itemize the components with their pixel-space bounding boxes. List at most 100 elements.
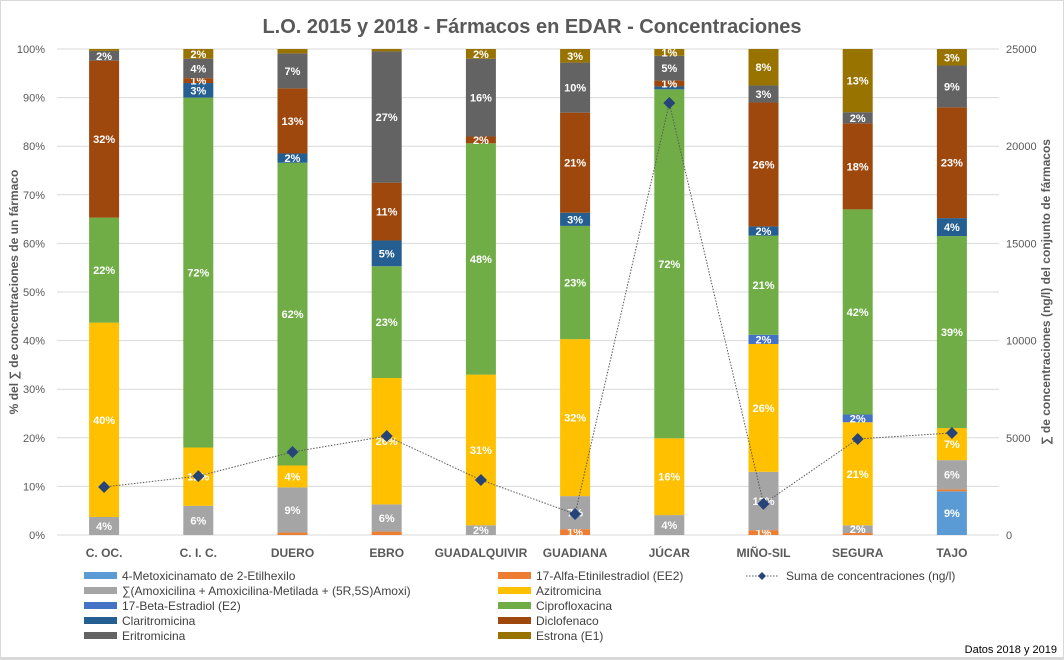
category-label: TAJO bbox=[936, 546, 967, 560]
y-axis-title: % del ∑ de concentraciones de un fármaco bbox=[7, 170, 21, 415]
data-label: 4% bbox=[661, 520, 677, 532]
data-label: 13% bbox=[847, 76, 869, 88]
data-label: 7% bbox=[285, 66, 301, 78]
bar-segment bbox=[842, 533, 873, 535]
data-label: 11% bbox=[376, 207, 398, 219]
data-label: 10% bbox=[564, 83, 586, 95]
bar-segment bbox=[654, 438, 685, 516]
bar-segment bbox=[277, 465, 308, 488]
bar-segment bbox=[183, 49, 214, 59]
data-label: 4% bbox=[285, 471, 301, 483]
data-label: 6% bbox=[944, 470, 960, 482]
data-label: 23% bbox=[564, 278, 586, 290]
data-label: 4% bbox=[96, 521, 112, 533]
line-series bbox=[104, 102, 952, 515]
legend-label: Ciprofloxacina bbox=[536, 599, 612, 613]
data-label: 4% bbox=[190, 63, 206, 75]
bar-segment bbox=[654, 515, 685, 535]
bar-segment bbox=[748, 530, 779, 535]
legend-swatch bbox=[84, 587, 117, 594]
data-label: 72% bbox=[658, 259, 680, 271]
bar-segment bbox=[89, 50, 120, 61]
y-tick-label: 50% bbox=[23, 287, 45, 299]
bar-segment bbox=[748, 49, 779, 86]
data-label: 3% bbox=[567, 214, 583, 226]
bar-segment bbox=[277, 53, 308, 89]
y2-tick-label: 10000 bbox=[1006, 336, 1037, 348]
data-label: 72% bbox=[187, 268, 209, 280]
bar-segment bbox=[748, 344, 779, 472]
chart-title: L.O. 2015 y 2018 - Fármacos en EDAR - Co… bbox=[262, 16, 801, 38]
bar-segment bbox=[936, 460, 967, 490]
data-label: 26% bbox=[752, 159, 774, 171]
bar-segment bbox=[654, 86, 685, 90]
data-label: 6% bbox=[190, 515, 206, 527]
data-label: 4% bbox=[944, 222, 960, 234]
bar-segment bbox=[277, 532, 308, 535]
data-label: 1% bbox=[190, 76, 206, 88]
line-marker bbox=[192, 470, 205, 483]
bar-segment bbox=[748, 226, 779, 236]
data-label: 32% bbox=[93, 134, 115, 146]
bar-segment bbox=[748, 102, 779, 227]
data-label: 5% bbox=[379, 248, 395, 260]
bar-segment bbox=[183, 58, 214, 79]
data-label: 40% bbox=[93, 415, 115, 427]
data-label: 2% bbox=[473, 135, 489, 147]
legend-label: Claritromicina bbox=[122, 614, 196, 628]
data-label: 3% bbox=[944, 52, 960, 64]
bar-segment bbox=[842, 209, 873, 415]
data-label: 21% bbox=[847, 469, 869, 481]
data-label: 1% bbox=[661, 79, 677, 91]
bar-segment bbox=[465, 136, 496, 144]
line-marker bbox=[569, 508, 582, 521]
bar-segment bbox=[277, 49, 308, 54]
legend-swatch bbox=[84, 632, 117, 639]
bar-segment bbox=[371, 504, 402, 532]
legend-label: ∑(Amoxicilina + Amoxicilina-Metilada + (… bbox=[122, 584, 411, 598]
data-label: 2% bbox=[96, 51, 112, 63]
data-label: 2% bbox=[850, 113, 866, 125]
bar-segment bbox=[842, 414, 873, 423]
bar-segment bbox=[560, 529, 591, 535]
legend-swatch bbox=[498, 572, 531, 579]
data-label: 23% bbox=[941, 158, 963, 170]
data-label: 2% bbox=[756, 334, 772, 346]
category-label: GUADALQUIVIR bbox=[435, 546, 528, 560]
category-label: EBRO bbox=[369, 546, 404, 560]
bar-segment bbox=[183, 78, 214, 84]
data-label: 2% bbox=[190, 49, 206, 61]
bar-segment bbox=[371, 531, 402, 535]
data-label: 31% bbox=[470, 445, 492, 457]
y-tick-label: 30% bbox=[23, 384, 45, 396]
data-label: 32% bbox=[564, 413, 586, 425]
bar-segment bbox=[842, 49, 873, 113]
bar-segment bbox=[936, 236, 967, 429]
bar-segment bbox=[936, 49, 967, 66]
bar-segment bbox=[89, 217, 120, 323]
bar-segment bbox=[371, 266, 402, 379]
line-marker bbox=[851, 432, 864, 445]
y-tick-label: 60% bbox=[23, 238, 45, 250]
bar-segment bbox=[560, 112, 591, 213]
bar-segment bbox=[465, 525, 496, 535]
y-tick-label: 20% bbox=[23, 433, 45, 445]
legend-swatch bbox=[498, 602, 531, 609]
bar-segment bbox=[936, 107, 967, 219]
bar-segment bbox=[277, 162, 308, 466]
bar-segment bbox=[936, 65, 967, 108]
data-label: 42% bbox=[847, 307, 869, 319]
y2-tick-label: 15000 bbox=[1006, 238, 1037, 250]
y2-axis-title: ∑ de concentraciones (ng/l) del conjunto… bbox=[1039, 139, 1053, 445]
bar-segment bbox=[277, 487, 308, 533]
legend-swatch bbox=[498, 587, 531, 594]
bar-segment bbox=[560, 62, 591, 113]
legend-swatch bbox=[498, 617, 531, 624]
data-label: 1% bbox=[756, 528, 772, 540]
category-label: JÚCAR bbox=[649, 545, 691, 560]
bar-segment bbox=[560, 212, 591, 226]
legend-label: 17-Beta-Estradiol (E2) bbox=[122, 599, 241, 613]
y-tick-label: 0% bbox=[29, 530, 45, 542]
legend-swatch bbox=[84, 617, 117, 624]
data-label: 7% bbox=[944, 439, 960, 451]
